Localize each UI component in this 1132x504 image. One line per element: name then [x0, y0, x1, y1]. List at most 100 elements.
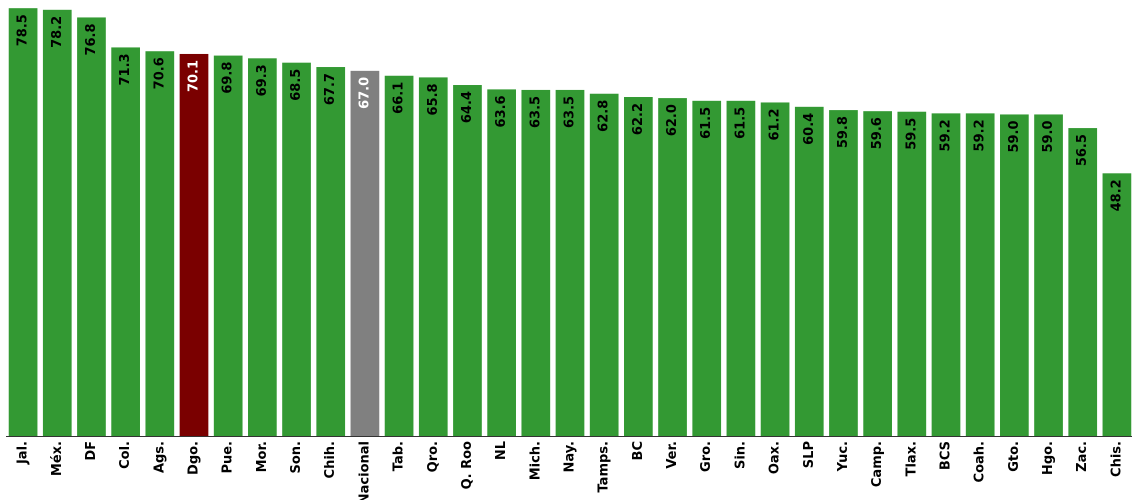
bar-qro: [418, 77, 448, 436]
bar-gto: [1000, 114, 1029, 436]
bar-jal: [8, 8, 38, 437]
x-tick-label: Jal.: [16, 441, 31, 465]
bar-ags: [145, 51, 175, 436]
value-label: 78.5: [16, 14, 31, 46]
x-tick-label: Chih.: [323, 441, 338, 478]
bar-nl: [487, 89, 516, 436]
value-label: 62.2: [631, 103, 646, 135]
x-tick-label: BC: [631, 441, 646, 460]
bar-tamps: [589, 93, 619, 437]
bar-col: [111, 47, 140, 437]
bar-mor: [248, 58, 277, 437]
x-tick-label: Mich.: [528, 441, 543, 480]
bar-tlax: [897, 111, 927, 436]
bar-sin: [726, 100, 756, 436]
bar-pue: [213, 55, 243, 437]
value-label: 69.8: [221, 62, 236, 94]
x-tick-label: Tamps.: [597, 441, 612, 493]
x-tick-label: Gto.: [1007, 441, 1022, 472]
value-label: 61.2: [768, 108, 783, 140]
value-label: 59.2: [973, 119, 988, 151]
bar-gro: [692, 100, 722, 436]
value-label: 63.6: [494, 95, 509, 127]
x-tick-labels-group: Jal. Méx. DF Col. Ags. Dgo. Pue. Mor. Son. Chih. N…: [16, 441, 1125, 504]
bar-camp: [863, 111, 892, 437]
x-tick-label: Ver.: [665, 441, 680, 469]
value-label: 67.0: [357, 77, 372, 109]
x-tick-label: Son.: [289, 441, 304, 474]
bar-hgo: [1034, 114, 1063, 436]
bar-yuc: [829, 110, 858, 436]
bar-bcs: [931, 113, 961, 437]
x-tick-label: Chis.: [1109, 441, 1124, 477]
x-tick-label: Dgo.: [187, 441, 202, 475]
x-tick-label: Qro.: [426, 441, 441, 472]
bar-tab: [384, 75, 414, 436]
value-label: 59.0: [1041, 120, 1056, 152]
value-label: 70.1: [187, 60, 202, 92]
value-label: 59.0: [1007, 120, 1022, 152]
bar-bc: [624, 97, 653, 436]
x-tick-label: Q. Roo: [460, 441, 475, 489]
bar-df: [77, 17, 106, 436]
x-tick-label: Camp.: [870, 441, 885, 487]
x-tick-label: Sin.: [733, 441, 748, 469]
bar-m-x: [42, 9, 72, 437]
value-labels-group: 78.5 78.2 76.8 71.3 70.6 70.1 69.8 69.3 68.5 67.7…: [16, 14, 1125, 211]
value-label: 64.4: [460, 91, 475, 123]
x-tick-label: DF: [84, 441, 99, 461]
bars-group: [8, 8, 1132, 437]
x-tick-label: Mor.: [255, 441, 270, 472]
x-tick-label: Nacional: [357, 441, 372, 500]
value-label: 78.2: [50, 16, 65, 48]
value-label: 61.5: [733, 107, 748, 139]
value-label: 59.6: [870, 117, 885, 149]
bar-q-roo: [453, 85, 482, 437]
x-tick-label: NL: [494, 441, 509, 460]
x-tick-label: Nay.: [563, 441, 578, 472]
value-label: 66.1: [392, 82, 407, 114]
value-label: 59.2: [939, 119, 954, 151]
x-tick-label: Tab.: [392, 441, 407, 471]
x-tick-label: Ags.: [152, 441, 167, 473]
bar-dgo: [179, 53, 209, 437]
x-tick-label: Yuc.: [836, 441, 851, 472]
value-label: 65.8: [426, 83, 441, 115]
value-label: 59.8: [836, 116, 851, 148]
x-tick-label: Méx.: [50, 441, 65, 476]
bar-mich: [521, 89, 551, 437]
bar-chis: [1102, 173, 1132, 436]
x-tick-label: Zac.: [1075, 441, 1090, 472]
x-tick-label: Tlax.: [904, 441, 919, 476]
bar-nay: [555, 89, 585, 437]
value-label: 60.4: [802, 113, 817, 145]
x-tick-label: Oax.: [768, 441, 783, 474]
value-label: 63.5: [563, 96, 578, 128]
x-tick-label: SLP: [802, 441, 817, 468]
x-tick-label: Gro.: [699, 441, 714, 472]
x-tick-label: BCS: [939, 441, 954, 470]
x-tick-label: Coah.: [973, 441, 988, 482]
value-label: 71.3: [118, 53, 133, 85]
value-label: 62.8: [597, 100, 612, 132]
bar-son: [282, 62, 311, 437]
value-label: 48.2: [1109, 179, 1124, 211]
value-label: 56.5: [1075, 134, 1090, 166]
value-label: 68.5: [289, 69, 304, 101]
x-tick-label: Pue.: [221, 441, 236, 474]
x-tick-label: Col.: [118, 441, 133, 469]
value-label: 76.8: [84, 23, 99, 55]
x-tick-label: Hgo.: [1041, 441, 1056, 475]
value-label: 70.6: [152, 57, 167, 89]
bar-ver: [658, 98, 687, 436]
bar-chih: [316, 67, 346, 436]
value-label: 67.7: [323, 73, 338, 105]
bar-nacional: [350, 70, 380, 436]
value-label: 59.5: [904, 118, 919, 150]
bar-zac: [1068, 128, 1098, 436]
bar-coah: [965, 113, 995, 437]
value-label: 61.5: [699, 107, 714, 139]
bar-oax: [760, 102, 790, 437]
